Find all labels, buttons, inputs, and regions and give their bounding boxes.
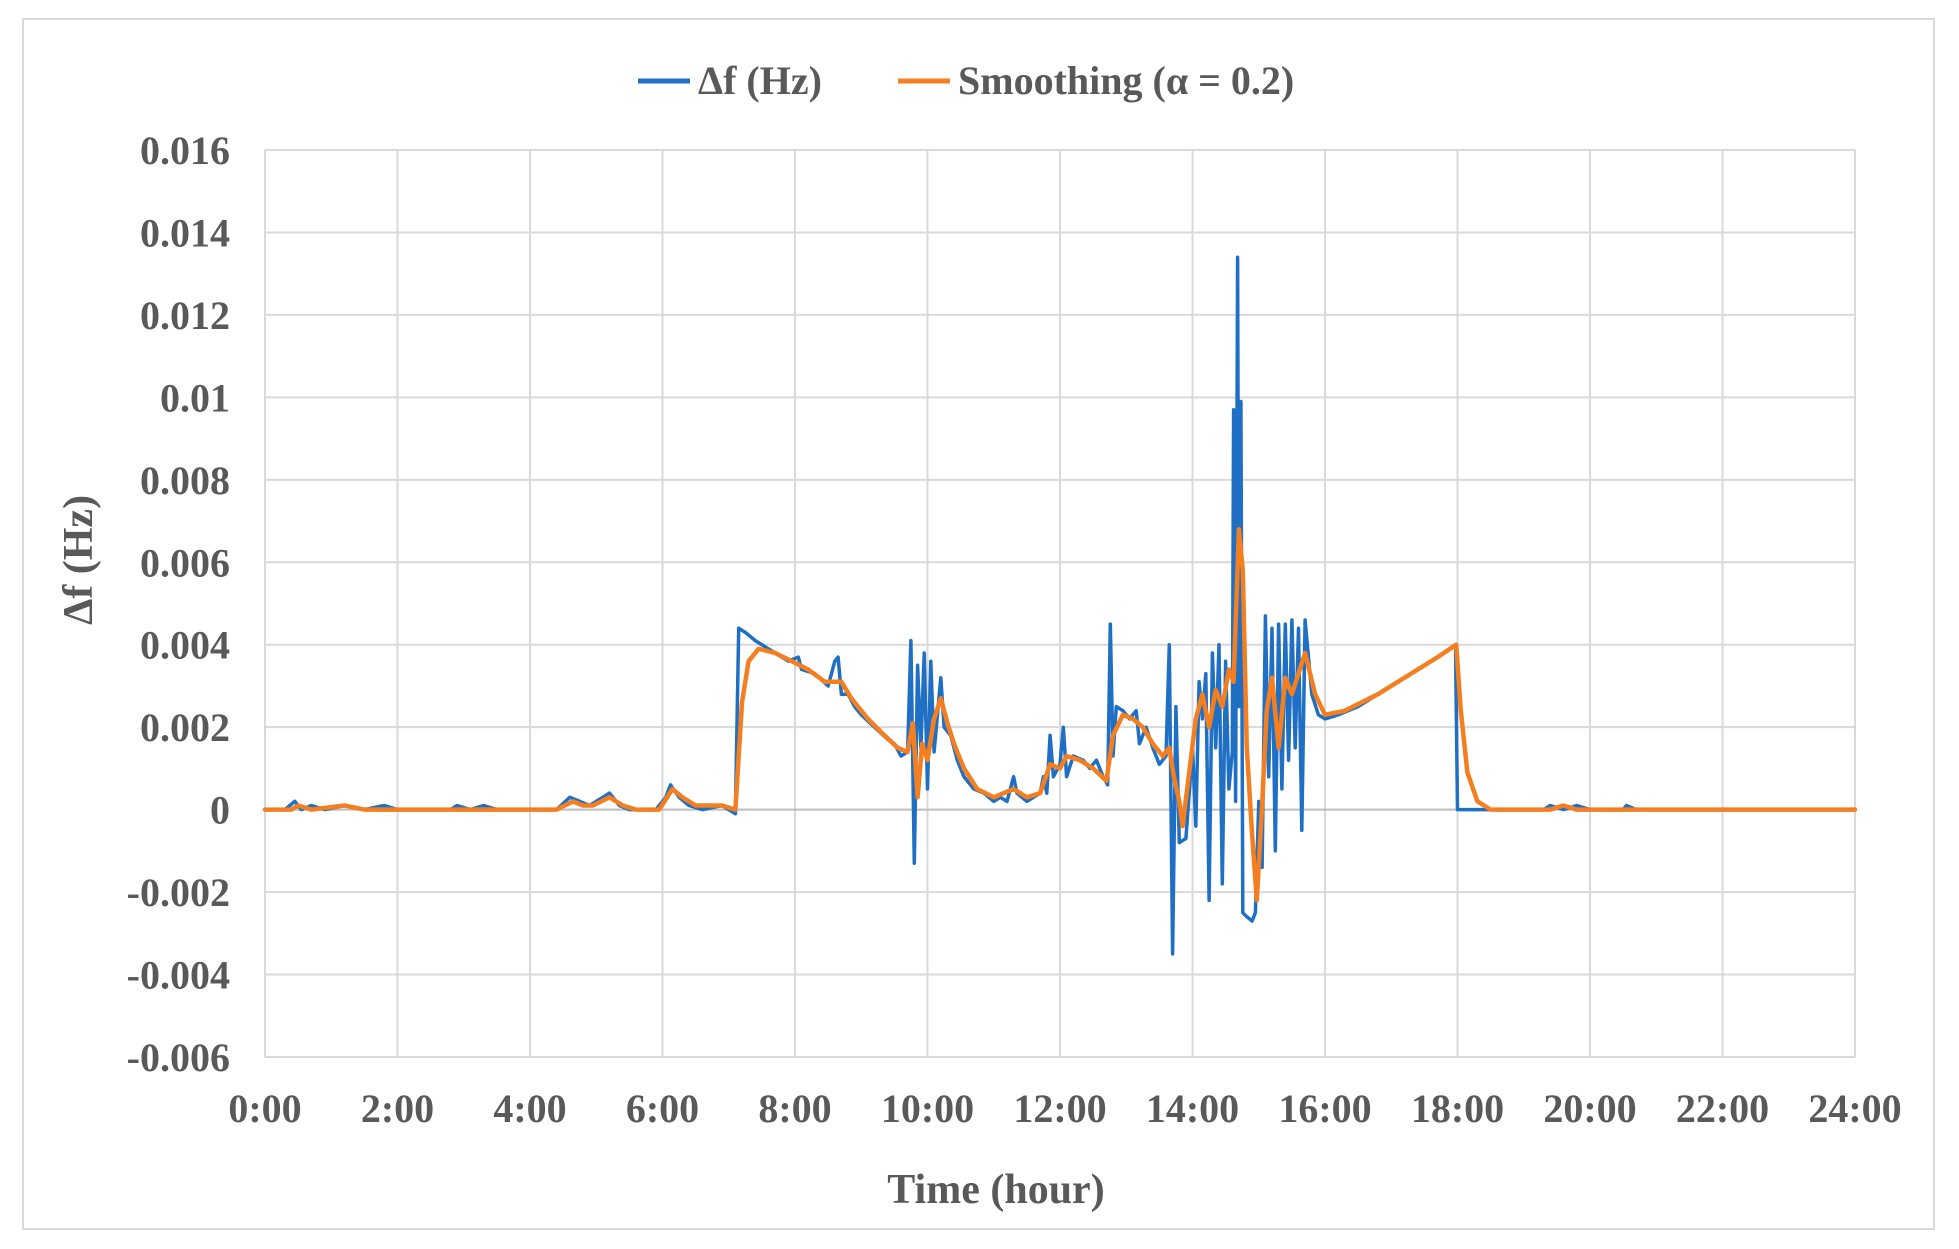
y-tick-label: -0.004 xyxy=(127,953,230,998)
x-tick-label: 0:00 xyxy=(228,1086,301,1131)
y-tick-label: 0.014 xyxy=(140,210,230,255)
y-axis-title: Δf (Hz) xyxy=(56,495,102,625)
y-tick-label: 0.016 xyxy=(140,128,230,173)
y-tick-label: -0.006 xyxy=(127,1035,230,1080)
legend-label-smoothing: Smoothing (α = 0.2) xyxy=(958,58,1294,103)
y-axis-ticks: 0.016 0.014 0.012 0.01 0.008 0.006 0.004 0.002 0… xyxy=(127,128,230,1080)
x-tick-label: 14:00 xyxy=(1146,1086,1239,1131)
gridlines xyxy=(264,149,1856,1058)
y-tick-label: 0.012 xyxy=(140,293,230,338)
y-tick-label: -0.002 xyxy=(127,870,230,915)
y-tick-label: 0.002 xyxy=(140,705,230,750)
y-tick-label: 0.008 xyxy=(140,458,230,503)
x-tick-label: 4:00 xyxy=(493,1086,566,1131)
x-axis-title: Time (hour) xyxy=(887,1167,1104,1213)
y-tick-label: 0 xyxy=(210,788,230,833)
y-tick-label: 0.01 xyxy=(160,375,230,420)
x-tick-label: 24:00 xyxy=(1808,1086,1901,1131)
x-tick-label: 12:00 xyxy=(1013,1086,1106,1131)
x-tick-label: 22:00 xyxy=(1676,1086,1769,1131)
y-tick-label: 0.006 xyxy=(140,540,230,585)
y-tick-label: 0.004 xyxy=(140,623,230,668)
x-tick-label: 2:00 xyxy=(361,1086,434,1131)
x-tick-label: 10:00 xyxy=(881,1086,974,1131)
legend-label-delta-f: Δf (Hz) xyxy=(698,58,822,103)
x-tick-label: 16:00 xyxy=(1278,1086,1371,1131)
x-tick-label: 8:00 xyxy=(758,1086,831,1131)
chart-frame xyxy=(22,18,1935,1230)
legend: Δf (Hz) Smoothing (α = 0.2) xyxy=(638,58,1294,103)
series-layer xyxy=(262,255,1858,956)
x-tick-label: 6:00 xyxy=(626,1086,699,1131)
x-tick-label: 18:00 xyxy=(1411,1086,1504,1131)
x-axis-ticks: 0:00 2:00 4:00 6:00 8:00 10:00 12:00 14:00 16:00… xyxy=(228,1086,1901,1131)
series-line-smoothing xyxy=(262,527,1858,903)
x-tick-label: 20:00 xyxy=(1543,1086,1636,1131)
